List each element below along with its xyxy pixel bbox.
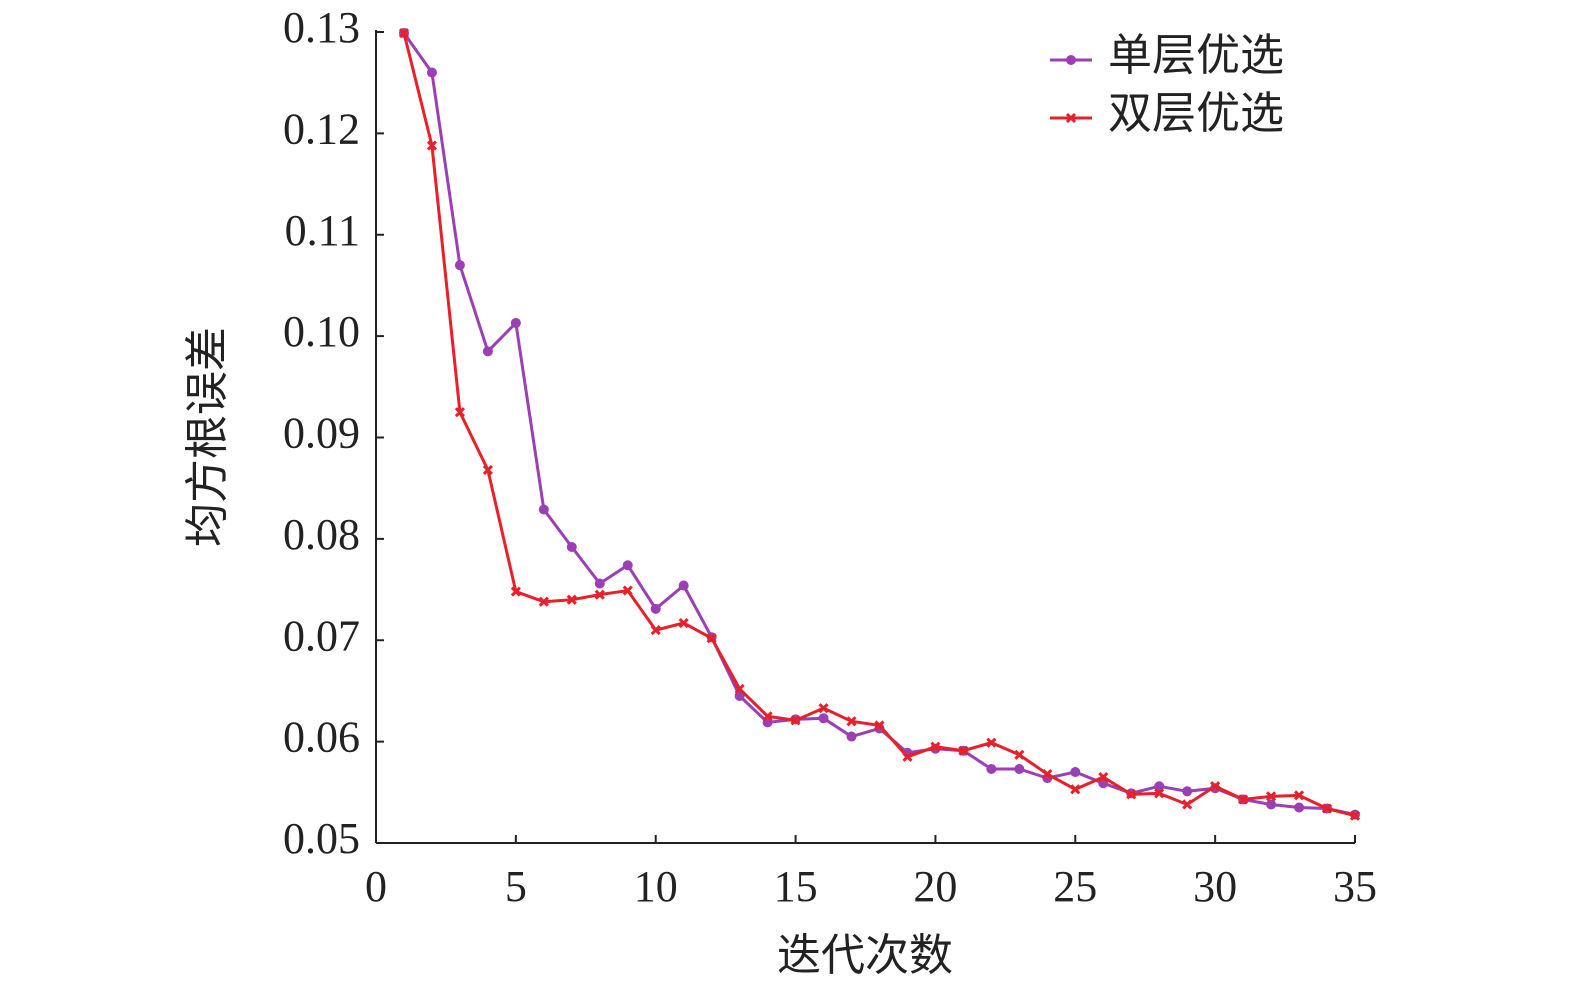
- data-point: [818, 703, 829, 714]
- data-point: [454, 260, 465, 271]
- series-line: [402, 32, 1356, 817]
- data-point: [398, 27, 410, 39]
- data-point: [706, 633, 717, 644]
- data-point: [482, 464, 493, 476]
- legend-label: 双层优选: [1108, 89, 1284, 138]
- data-point: [1070, 784, 1081, 795]
- data-point: [986, 763, 997, 774]
- data-point: [678, 617, 689, 629]
- data-point: [566, 541, 577, 552]
- data-point: [454, 407, 465, 418]
- y-tick-label: 0.10: [283, 307, 360, 356]
- data-point: [734, 683, 745, 694]
- x-tick-label: 15: [774, 862, 818, 911]
- x-tick-label: 10: [634, 862, 678, 911]
- data-point: [1182, 786, 1193, 797]
- data-point: [818, 713, 829, 724]
- x-tick-label: 35: [1333, 862, 1377, 911]
- data-point: [1349, 810, 1361, 821]
- data-point: [902, 751, 913, 762]
- data-point: [846, 716, 857, 727]
- data-point: [986, 737, 997, 748]
- data-point: [1321, 803, 1333, 814]
- data-point: [566, 594, 577, 605]
- data-point: [1293, 790, 1305, 801]
- data-point: [930, 741, 941, 752]
- data-point: [1098, 772, 1109, 783]
- y-tick-label: 0.09: [283, 409, 360, 458]
- data-point: [510, 317, 521, 328]
- data-point: [958, 745, 969, 756]
- y-tick-label: 0.11: [285, 206, 360, 255]
- legend-label: 单层优选: [1108, 31, 1284, 80]
- legend-marker: [1065, 112, 1077, 124]
- data-point: [650, 625, 661, 636]
- data-point: [1154, 788, 1165, 799]
- data-point: [1014, 749, 1025, 760]
- x-tick-label: 30: [1193, 862, 1237, 911]
- x-axis-label: 迭代次数: [777, 931, 953, 980]
- data-point: [482, 346, 493, 357]
- data-point: [678, 580, 689, 591]
- y-tick-label: 0.08: [283, 510, 360, 559]
- data-point: [538, 504, 549, 515]
- data-point: [1042, 769, 1053, 780]
- data-point: [1070, 767, 1081, 778]
- x-tick-label: 20: [913, 862, 957, 911]
- data-point: [510, 586, 521, 597]
- series-line: [402, 32, 1356, 818]
- data-point: [538, 596, 549, 607]
- legend-marker: [1066, 55, 1076, 65]
- data-point: [1266, 791, 1277, 802]
- data-point: [650, 603, 661, 614]
- data-point: [874, 720, 885, 731]
- y-axis-label: 均方根误差: [183, 327, 232, 547]
- data-point: [1210, 781, 1221, 792]
- y-tick-label: 0.13: [283, 3, 360, 52]
- data-point: [846, 731, 857, 742]
- data-point: [594, 578, 605, 589]
- data-point: [1126, 789, 1137, 800]
- x-tick-label: 5: [505, 862, 527, 911]
- data-point: [1266, 799, 1277, 810]
- data-point: [426, 67, 437, 78]
- y-tick-label: 0.07: [283, 611, 360, 660]
- data-point: [762, 711, 773, 722]
- data-point: [1238, 794, 1249, 805]
- y-tick-label: 0.12: [283, 104, 360, 153]
- x-tick-label: 25: [1053, 862, 1097, 911]
- y-tick-label: 0.05: [283, 814, 360, 863]
- data-point: [426, 140, 438, 151]
- data-point: [1294, 802, 1305, 813]
- data-point: [1182, 799, 1193, 810]
- data-point: [1014, 763, 1025, 774]
- y-tick-label: 0.06: [283, 713, 360, 762]
- data-point: [622, 585, 633, 596]
- data-point: [594, 589, 605, 600]
- x-tick-label: 0: [365, 862, 387, 911]
- data-point: [790, 715, 801, 726]
- data-point: [622, 560, 633, 571]
